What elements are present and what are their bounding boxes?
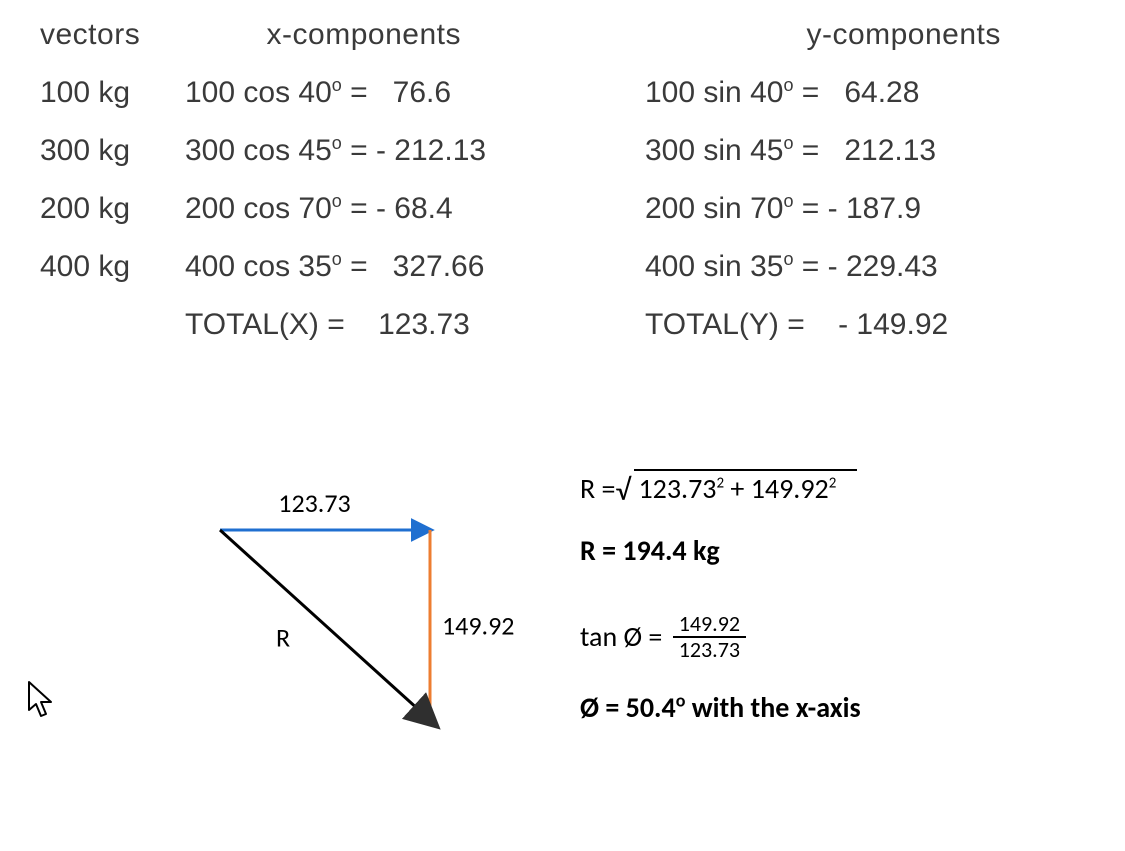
x-component-cell: 400 cos 35o = 327.66 [185, 252, 645, 282]
vector-triangle-diagram: 123.73 149.92 R [180, 470, 550, 750]
vector-cell: 300 kg [40, 136, 185, 166]
table-row: 400 kg400 cos 35o = 327.66400 sin 35o = … [40, 252, 1085, 282]
y-component-cell: 400 sin 35o = - 229.43 [645, 252, 1065, 282]
header-x: x-components [165, 20, 682, 50]
eq-tan: tan Ø = 149.92 123.73 [580, 614, 861, 664]
vector-cell: 100 kg [40, 78, 185, 108]
x-component-cell: 100 cos 40o = 76.6 [185, 78, 645, 108]
y-component-cell: 100 sin 40o = 64.28 [645, 78, 1065, 108]
y-component-cell: 200 sin 70o = - 187.9 [645, 194, 1065, 224]
svg-text:R: R [276, 622, 290, 654]
svg-text:123.73: 123.73 [278, 487, 350, 519]
y-component-cell: 300 sin 45o = 212.13 [645, 136, 1065, 166]
eq-phi-result: Ø = 50.4o with the x-axis [580, 690, 861, 725]
components-table: vectors x-components y-components 100 kg… [40, 20, 1085, 368]
header-vectors: vectors [40, 20, 165, 50]
table-totals-row: TOTAL(X) = 123.73 TOTAL(Y) = - 149.92 [40, 310, 1085, 340]
x-component-cell: 200 cos 70o = - 68.4 [185, 194, 645, 224]
table-row: 100 kg100 cos 40o = 76.6100 sin 40o = 64… [40, 78, 1085, 108]
table-row: 200 kg200 cos 70o = - 68.4200 sin 70o = … [40, 194, 1085, 224]
table-header-row: vectors x-components y-components [40, 20, 1085, 50]
header-y: y-components [682, 20, 1085, 50]
x-component-cell: 300 cos 45o = - 212.13 [185, 136, 645, 166]
result-equations: R =√123.732 + 149.922 R = 194.4 kg tan Ø… [580, 470, 861, 751]
table-row: 300 kg300 cos 45o = - 212.13300 sin 45o … [40, 136, 1085, 166]
vector-cell: 400 kg [40, 252, 185, 282]
eq-r-formula: R =√123.732 + 149.922 [580, 470, 861, 507]
eq-r-result: R = 194.4 kg [580, 533, 861, 568]
total-x: TOTAL(X) = 123.73 [185, 310, 645, 340]
svg-text:149.92: 149.92 [442, 610, 514, 642]
total-y: TOTAL(Y) = - 149.92 [645, 310, 1065, 340]
vector-cell: 200 kg [40, 194, 185, 224]
cursor-icon [25, 680, 57, 720]
